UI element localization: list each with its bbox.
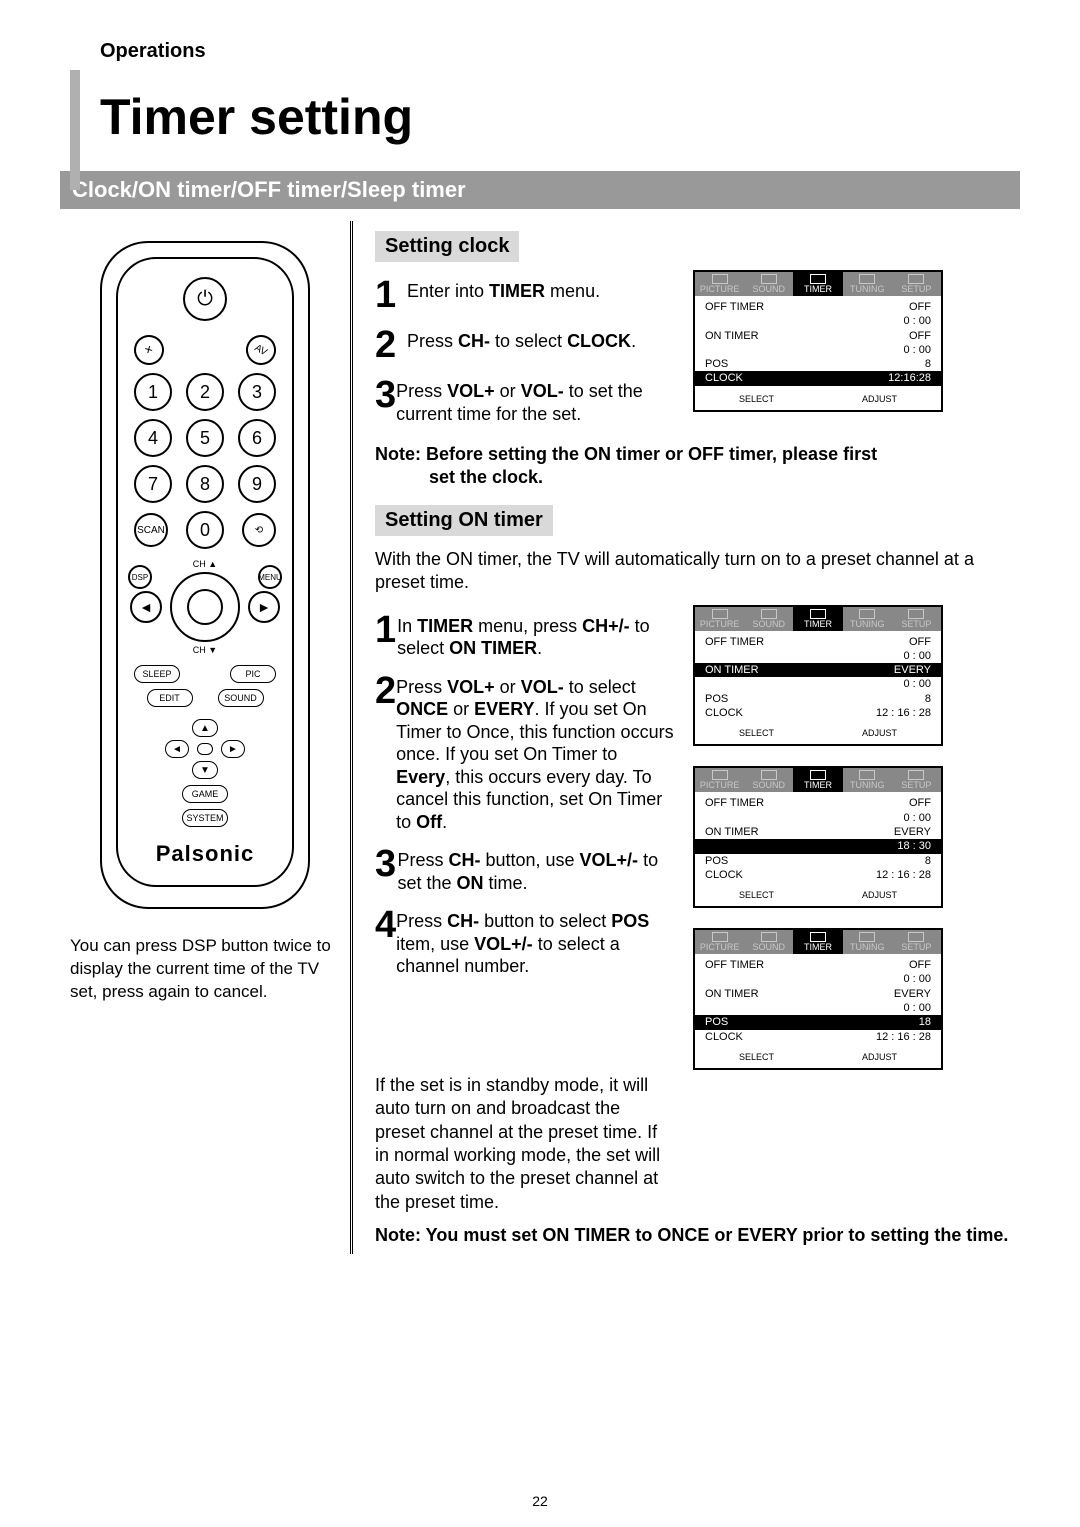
game-button: GAME xyxy=(182,785,228,803)
setting-on-heading: Setting ON timer xyxy=(375,505,553,536)
section-label: Operations xyxy=(100,40,1020,63)
step: 3Press VOL+ or VOL- to set the current t… xyxy=(375,376,675,425)
osd-ontimer: PICTURESOUNDTIMERTUNINGSETUPOFF TIMEROFF… xyxy=(693,605,943,747)
step: 2Press CH- to select CLOCK. xyxy=(375,326,675,364)
step: 2Press VOL+ or VOL- to select ONCE or EV… xyxy=(375,672,675,834)
page-number: 22 xyxy=(532,1493,548,1509)
on-note: Note: You must set ON TIMER to ONCE or E… xyxy=(375,1224,1020,1247)
sleep-button: SLEEP xyxy=(134,665,180,683)
system-button: SYSTEM xyxy=(182,809,228,827)
osd-pos: PICTURESOUNDTIMERTUNINGSETUPOFF TIMEROFF… xyxy=(693,928,943,1070)
vol-down-button: ◄ xyxy=(130,591,162,623)
step: 4Press CH- button to select POS item, us… xyxy=(375,906,675,978)
column-divider xyxy=(350,221,353,1254)
osd-ontime: PICTURESOUNDTIMERTUNINGSETUPOFF TIMEROFF… xyxy=(693,766,943,908)
zero-button: 0 xyxy=(186,511,224,549)
remote-caption: You can press DSP button twice to displa… xyxy=(70,935,340,1004)
step: 1Enter into TIMER menu. xyxy=(375,276,675,314)
accent-bar xyxy=(70,70,80,190)
page-title: Timer setting xyxy=(100,88,1020,146)
menu-button: MENU xyxy=(258,565,282,589)
arrow-pad: ▲▼ ◄► xyxy=(165,719,245,779)
on-intro: With the ON timer, the TV will automatic… xyxy=(375,548,995,595)
step: 3Press CH- button, use VOL+/- to set the… xyxy=(375,845,675,894)
step: 1In TIMER menu, press CH+/- to select ON… xyxy=(375,611,675,660)
loop-button: ⟲ xyxy=(242,513,276,547)
vol-up-button: ► xyxy=(248,591,280,623)
sound-button: SOUND xyxy=(218,689,264,707)
edit-button: EDIT xyxy=(147,689,193,707)
pic-button: PIC xyxy=(230,665,276,683)
av-button: AV xyxy=(241,330,282,371)
dsp-button: DSP xyxy=(128,565,152,589)
osd-clock: PICTURESOUNDTIMERTUNINGSETUPOFF TIMEROFF… xyxy=(693,270,943,412)
remote-illustration: ⏻ ✕ AV 123 456 789 SCAN 0 ⟲ xyxy=(100,241,310,909)
standby-para: If the set is in standby mode, it will a… xyxy=(375,1074,675,1214)
brand-label: Palsonic xyxy=(128,841,282,867)
setting-clock-heading: Setting clock xyxy=(375,231,519,262)
nav-cluster: DSP MENU CH ▲ CH ▼ ◄ ► xyxy=(128,557,282,657)
scan-button: SCAN xyxy=(134,513,168,547)
number-pad: 123 456 789 xyxy=(128,373,282,511)
power-icon: ⏻ xyxy=(183,277,227,321)
mute-button: ✕ xyxy=(129,330,170,371)
subtitle-band: Clock/ON timer/OFF timer/Sleep timer xyxy=(60,171,1020,209)
